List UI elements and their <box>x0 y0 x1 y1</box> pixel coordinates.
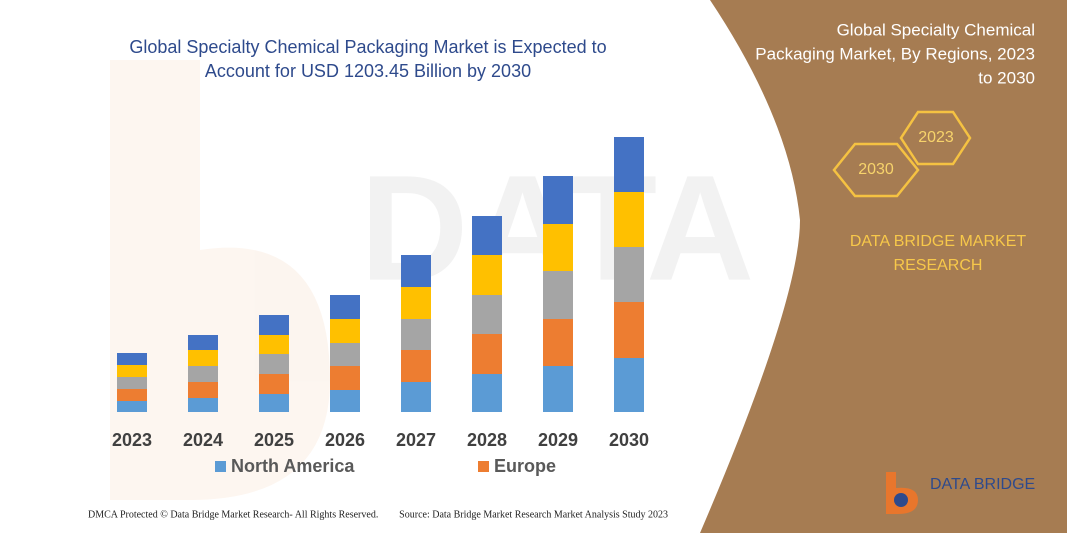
hexagon-label: 2030 <box>858 161 894 178</box>
bar-segment <box>117 389 147 401</box>
x-tick-label: 2029 <box>538 430 578 450</box>
hexagon <box>899 110 972 166</box>
legend-swatch <box>215 461 226 472</box>
brand-text: RESEARCH <box>894 257 983 274</box>
bar-segment <box>543 176 573 224</box>
title-line: Account for USD 1203.45 Billion by 2030 <box>205 61 531 81</box>
hexagon <box>832 142 920 198</box>
brand-text: DATA BRIDGE MARKET <box>850 233 1027 250</box>
bar-segment <box>330 295 360 319</box>
legend-label: Europe <box>494 456 556 476</box>
x-tick-label: 2027 <box>396 430 436 450</box>
bar-segment <box>188 398 218 412</box>
x-tick-label: 2030 <box>609 430 649 450</box>
bar-segment <box>259 315 289 335</box>
bar-segment <box>330 390 360 412</box>
x-tick-label: 2025 <box>254 430 294 450</box>
legend-label: North America <box>231 456 355 476</box>
title-line: Global Specialty Chemical Packaging Mark… <box>129 37 606 57</box>
bar-segment <box>401 255 431 287</box>
bar-segment <box>330 343 360 366</box>
bar-segment <box>543 366 573 412</box>
bar-segment <box>401 319 431 350</box>
logo-text: DATA BRIDGE <box>930 476 1035 493</box>
bar-segment <box>614 247 644 302</box>
bar-segment <box>117 365 147 377</box>
bar-segment <box>614 358 644 412</box>
panel-title: Packaging Market, By Regions, 2023 <box>755 44 1035 63</box>
bar-segment <box>330 319 360 343</box>
bar-segment <box>472 216 502 255</box>
bar-segment <box>614 137 644 192</box>
bar-segment <box>188 350 218 366</box>
x-tick-label: 2024 <box>183 430 223 450</box>
bar-segment <box>614 192 644 247</box>
footer-left: DMCA Protected © Data Bridge Market Rese… <box>88 509 378 520</box>
bar-segment <box>259 374 289 394</box>
bar-segment <box>401 287 431 319</box>
bar-segment <box>117 377 147 389</box>
bar-segment <box>259 354 289 374</box>
side-panel <box>700 0 1067 533</box>
bar-segment <box>188 366 218 382</box>
bar-segment <box>472 295 502 334</box>
bar-segment <box>259 394 289 412</box>
bar-segment <box>472 334 502 374</box>
panel-title: Global Specialty Chemical <box>837 20 1035 39</box>
bar-segment <box>472 374 502 412</box>
bar-segment <box>117 353 147 365</box>
footer-right: Source: Data Bridge Market Research Mark… <box>399 509 668 520</box>
bar-segment <box>543 224 573 271</box>
bar-segment <box>259 335 289 354</box>
bar-segment <box>401 350 431 382</box>
x-tick-label: 2023 <box>112 430 152 450</box>
bar-segment <box>117 401 147 412</box>
bar-segment <box>543 271 573 319</box>
bar-segment <box>543 319 573 366</box>
bar-segment <box>614 302 644 358</box>
legend-swatch <box>478 461 489 472</box>
bar-segment <box>401 382 431 412</box>
hexagon-label: 2023 <box>918 129 954 146</box>
bar-segment <box>472 255 502 295</box>
x-tick-label: 2028 <box>467 430 507 450</box>
bar-segment <box>188 335 218 350</box>
bar-segment <box>330 366 360 390</box>
panel-title: to 2030 <box>978 68 1035 87</box>
x-tick-label: 2026 <box>325 430 365 450</box>
logo: DATA BRIDGE <box>886 472 1035 514</box>
bar-segment <box>188 382 218 398</box>
